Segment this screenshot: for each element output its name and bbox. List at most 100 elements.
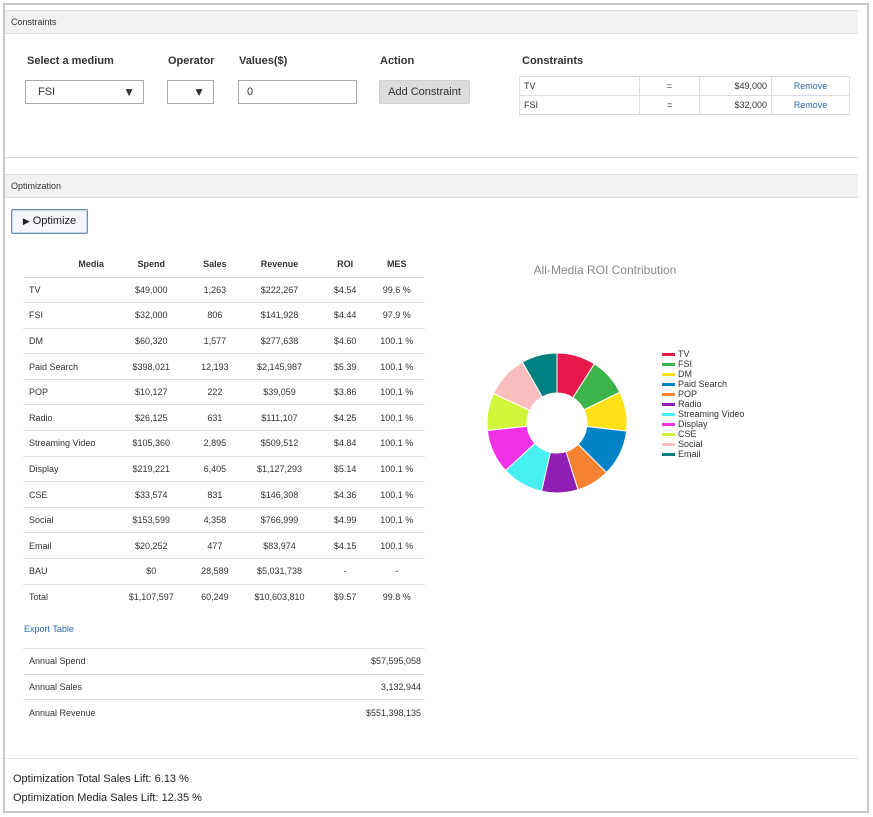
constraint-operator: =: [639, 95, 700, 115]
column-header: ROI: [321, 252, 369, 278]
constraint-value: $32,000: [699, 95, 772, 115]
medium-label: Select a medium: [27, 55, 114, 67]
legend-item: Social: [662, 439, 744, 449]
table-cell: $219,221: [109, 456, 193, 483]
table-cell: 99.8 %: [382, 592, 411, 603]
legend-item: DM: [662, 369, 744, 379]
table-cell: $4.44: [321, 302, 369, 329]
table-cell: 1,577: [192, 328, 238, 355]
table-cell: 631: [192, 404, 238, 432]
table-cell: $4.60: [321, 328, 369, 355]
column-header: Media: [23, 252, 110, 278]
table-cell: 99.6 %: [368, 277, 425, 304]
table-cell: 1,263: [192, 277, 238, 304]
table-cell: 97.9 %: [368, 302, 425, 329]
table-cell: Display: [23, 456, 110, 483]
table-cell: $111,107: [237, 404, 322, 432]
operator-select[interactable]: ▼: [167, 80, 214, 104]
annual-label: Annual Spend: [23, 648, 245, 675]
annual-value: 3,132,944: [244, 673, 425, 700]
table-cell: -: [321, 558, 369, 585]
table-cell: $4.84: [321, 430, 369, 457]
legend-item: Radio: [662, 399, 744, 409]
legend-item: Email: [662, 449, 744, 459]
table-cell: $5.14: [321, 456, 369, 483]
legend-label: Email: [678, 449, 701, 459]
table-cell: $49,000: [109, 277, 193, 304]
table-cell: $146,308: [237, 481, 322, 508]
table-cell: DM: [23, 328, 110, 355]
legend-label: FSI: [678, 359, 693, 369]
table-row: DM $60,320 1,577 $277,638 $4.60 100.1 %: [23, 328, 425, 355]
add-constraint-button[interactable]: Add Constraint: [379, 80, 470, 104]
table-cell: $141,928: [237, 302, 322, 329]
table-cell: $5,031,738: [237, 558, 322, 585]
table-row: FSI $32,000 806 $141,928 $4.44 97.9 %: [23, 302, 425, 329]
table-cell: 100.1 %: [368, 379, 425, 406]
table-cell: $105,360: [109, 430, 193, 457]
chevron-down-icon: ▼: [123, 85, 135, 99]
chart-legend: TV FSI DM Paid Search POP Radio Streaming Vide…: [662, 349, 744, 459]
constraints-list-label: Constraints: [522, 55, 584, 67]
table-cell: 477: [192, 532, 238, 560]
table-cell: $4.25: [321, 404, 369, 432]
legend-label: Social: [678, 439, 703, 449]
annual-summary-table: Annual Spend $57,595,058 Annual Sales 3,…: [23, 648, 425, 726]
legend-swatch: [662, 402, 675, 406]
table-cell: 100.1 %: [368, 532, 425, 560]
table-row: Paid Search $398,021 12,193 $2,145,987 $5.39…: [23, 353, 425, 380]
legend-label: Paid Search: [678, 379, 728, 389]
table-cell: 2,895: [192, 430, 238, 457]
values-input[interactable]: [238, 80, 357, 104]
legend-item: Paid Search: [662, 379, 744, 389]
table-row: Social $153,599 4,358 $766,999 $4.99 100.1 %: [23, 507, 425, 534]
annual-row: Annual Spend $57,595,058: [23, 648, 425, 675]
constraint-row: TV = $49,000 Remove: [519, 76, 850, 96]
table-cell: $3.86: [321, 379, 369, 406]
remove-constraint-link[interactable]: Remove: [771, 76, 850, 96]
table-cell: -: [368, 558, 425, 585]
table-cell: 222: [192, 379, 238, 406]
table-row: CSE $33,574 831 $146,308 $4.36 100.1 %: [23, 481, 425, 508]
table-cell: $766,999: [237, 507, 322, 534]
table-cell: $60,320: [109, 328, 193, 355]
table-cell: 28,589: [192, 558, 238, 585]
table-cell: 4,358: [192, 507, 238, 534]
table-cell: $26,125: [109, 404, 193, 432]
legend-swatch: [662, 382, 675, 386]
constraint-row: FSI = $32,000 Remove: [519, 95, 850, 115]
media-sales-lift: Optimization Media Sales Lift: 12.35 %: [13, 792, 202, 804]
table-cell: BAU: [23, 558, 110, 585]
table-cell: $5.39: [321, 353, 369, 380]
chevron-down-icon: ▼: [193, 85, 205, 99]
legend-item: CSE: [662, 429, 744, 439]
column-header: Spend: [109, 252, 193, 278]
export-table-link[interactable]: Export Table: [24, 624, 74, 634]
table-row: BAU $0 28,589 $5,031,738- -: [23, 558, 425, 585]
legend-label: CSE: [678, 429, 697, 439]
table-cell: 100.1 %: [368, 353, 425, 380]
legend-label: Radio: [678, 399, 702, 409]
optimize-button-label: Optimize: [32, 215, 77, 227]
table-cell: $33,574: [109, 481, 193, 508]
table-row: Display $219,221 6,405 $1,127,293 $5.14 100.1…: [23, 456, 425, 483]
table-cell: $277,638: [237, 328, 322, 355]
table-cell: $10,603,810: [254, 592, 305, 603]
optimize-button[interactable]: ▶ Optimize: [11, 209, 88, 234]
table-cell: $4.36: [321, 481, 369, 508]
table-row: POP $10,127 222 $39,059 $3.86 100.1 %: [23, 379, 425, 406]
table-cell: Radio: [23, 404, 110, 432]
legend-swatch: [662, 432, 675, 436]
annual-row: Annual Revenue $551,398,135: [23, 699, 425, 726]
medium-select[interactable]: FSI ▼: [25, 80, 144, 104]
total-sales-lift: Optimization Total Sales Lift: 6.13 %: [13, 773, 189, 785]
table-cell: $0: [109, 558, 193, 585]
legend-swatch: [662, 352, 675, 356]
legend-item: POP: [662, 389, 744, 399]
annual-label: Annual Revenue: [23, 699, 245, 726]
table-cell: $83,974: [237, 532, 322, 560]
play-icon: ▶: [22, 216, 30, 226]
table-cell: $4.54: [321, 277, 369, 304]
remove-constraint-link[interactable]: Remove: [771, 95, 850, 115]
legend-swatch: [662, 452, 675, 456]
